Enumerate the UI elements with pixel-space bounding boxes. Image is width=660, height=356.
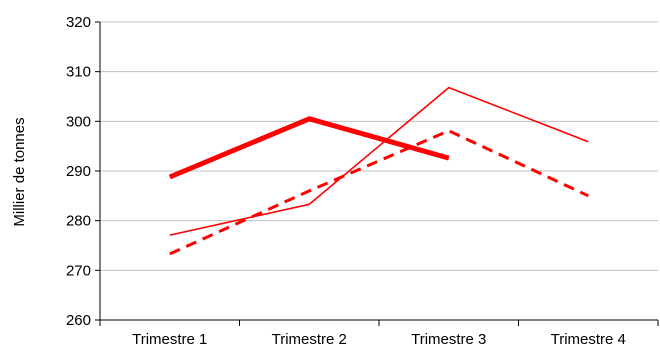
y-tick-label: 320: [66, 14, 91, 31]
axes: [95, 21, 659, 326]
y-tick-label: 260: [66, 312, 91, 329]
gridlines: [100, 21, 658, 271]
x-tick-label: Trimestre 1: [132, 331, 207, 348]
y-tick-label: 270: [66, 262, 91, 279]
series-line-3: [169, 129, 589, 256]
y-tick-label: 280: [66, 213, 91, 230]
y-axis-title: Millier de tonnes: [11, 117, 28, 226]
y-tick-label: 300: [66, 113, 91, 130]
series-line-2: [169, 86, 589, 236]
x-tick-label: Trimestre 4: [551, 331, 626, 348]
tick-labels: 260 270 280 290 300 310 320 Trimestre 1 Trimestr…: [66, 14, 626, 348]
y-tick-label: 290: [66, 163, 91, 180]
series-line-1: [168, 116, 450, 180]
y-tick-label: 310: [66, 64, 91, 81]
x-tick-label: Trimestre 2: [272, 331, 347, 348]
series-lines: [168, 86, 589, 256]
x-tick-label: Trimestre 3: [411, 331, 486, 348]
